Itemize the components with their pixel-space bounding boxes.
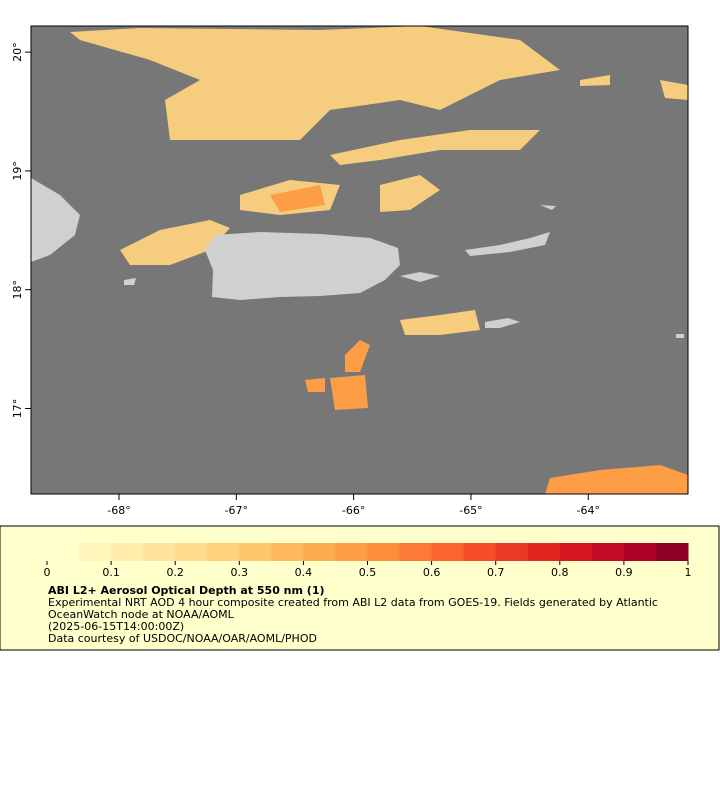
colorbar-swatch bbox=[239, 543, 272, 561]
y-tick-label: 17° bbox=[11, 399, 24, 419]
colorbar-swatch bbox=[367, 543, 401, 561]
colorbar-swatch bbox=[47, 543, 80, 561]
colorbar-swatch bbox=[623, 543, 657, 561]
legend-line: OceanWatch node at NOAA/AOML bbox=[48, 608, 235, 621]
legend-line: Experimental NRT AOD 4 hour composite cr… bbox=[48, 596, 658, 609]
colorbar-tick-label: 0.1 bbox=[102, 566, 120, 579]
y-tick-label: 20° bbox=[11, 42, 24, 62]
colorbar-swatch bbox=[207, 543, 240, 561]
colorbar-swatch bbox=[175, 543, 208, 561]
x-tick-label: -64° bbox=[577, 504, 600, 517]
colorbar-swatch bbox=[559, 543, 593, 561]
aerosol-high bbox=[270, 185, 688, 494]
y-tick-label: 18° bbox=[11, 280, 24, 300]
colorbar-tick-label: 0.7 bbox=[487, 566, 505, 579]
colorbar-swatch bbox=[143, 543, 176, 561]
colorbar-tick-label: 0.9 bbox=[615, 566, 633, 579]
colorbar-swatch bbox=[463, 543, 497, 561]
colorbar-swatch bbox=[655, 543, 689, 561]
y-tick-label: 19° bbox=[11, 161, 24, 181]
colorbar-tick-label: 0.4 bbox=[295, 566, 313, 579]
legend-title: ABI L2+ Aerosol Optical Depth at 550 nm … bbox=[48, 584, 325, 597]
colorbar-tick-label: 0.6 bbox=[423, 566, 441, 579]
colorbar-swatch bbox=[527, 543, 561, 561]
colorbar-swatch bbox=[111, 543, 144, 561]
land bbox=[31, 178, 684, 338]
colorbar-swatch bbox=[591, 543, 625, 561]
x-tick-label: -65° bbox=[459, 504, 482, 517]
colorbar-swatch bbox=[271, 543, 304, 561]
colorbar-swatch bbox=[495, 543, 529, 561]
colorbar-tick-label: 0.3 bbox=[231, 566, 249, 579]
colorbar-swatch bbox=[431, 543, 465, 561]
map bbox=[30, 25, 689, 495]
colorbar-tick-label: 0 bbox=[44, 566, 51, 579]
colorbar-swatch bbox=[335, 543, 368, 561]
colorbar-tick-label: 0.8 bbox=[551, 566, 569, 579]
colorbar-swatch bbox=[399, 543, 433, 561]
colorbar-tick-label: 1 bbox=[685, 566, 692, 579]
colorbar-tick-label: 0.2 bbox=[166, 566, 184, 579]
x-tick-label: -67° bbox=[225, 504, 248, 517]
legend-line: Data courtesy of USDOC/NOAA/OAR/AOML/PHO… bbox=[48, 632, 317, 645]
colorbar-tick-label: 0.5 bbox=[359, 566, 377, 579]
colorbar-swatch bbox=[303, 543, 336, 561]
legend-line: (2025-06-15T14:00:00Z) bbox=[48, 620, 184, 633]
x-tick-label: -68° bbox=[107, 504, 130, 517]
colorbar-swatch bbox=[79, 543, 112, 561]
map-frame bbox=[30, 25, 689, 495]
x-tick-label: -66° bbox=[342, 504, 365, 517]
